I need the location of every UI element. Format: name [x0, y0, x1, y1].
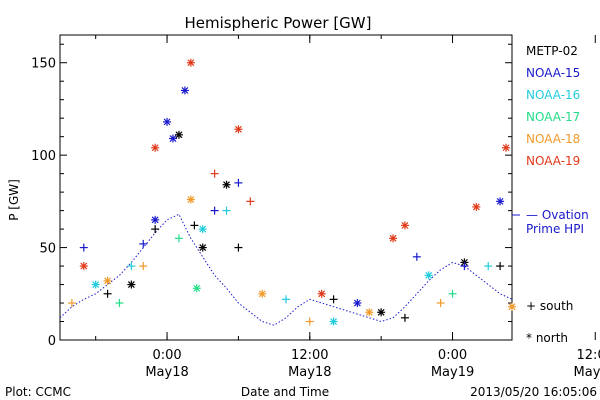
- south-point-noaa-18: [67, 299, 76, 308]
- north-point-noaa-19: [317, 289, 326, 298]
- x-tick-label-date: May19: [574, 365, 600, 380]
- south-point-noaa-17: [448, 289, 457, 298]
- north-point-noaa-16: [198, 225, 207, 234]
- south-point-noaa-17: [174, 234, 183, 243]
- x-tick-labels: 0:00May1812:00May180:00May1912:00May190:…: [145, 348, 600, 380]
- chart-title: Hemispheric Power [GW]: [185, 14, 372, 32]
- south-point-noaa-15: [234, 178, 243, 187]
- north-point-noaa-18: [186, 195, 195, 204]
- north-point-metp-02: [198, 243, 207, 252]
- north-point-noaa-19: [186, 58, 195, 67]
- north-point-noaa-18: [508, 302, 516, 311]
- south-point-noaa-18: [139, 262, 148, 271]
- north-point-metp-02: [127, 280, 136, 289]
- legend-entry-noaa-15: NOAA-15: [526, 66, 580, 80]
- north-marker-legend: * north: [526, 331, 568, 345]
- ovation-series-line: [59, 213, 513, 326]
- south-point-metp-02: [103, 289, 112, 298]
- x-tick-label-date: May19: [431, 365, 474, 380]
- legend-entry-noaa-17: NOAA-17: [526, 110, 580, 124]
- north-point-noaa-15: [169, 134, 177, 143]
- x-axis-label: Date and Time: [241, 385, 329, 399]
- axis-ticks: [60, 35, 596, 341]
- south-point-noaa-15: [79, 243, 88, 252]
- south-point-metp-02: [329, 295, 338, 304]
- x-tick-label-date: May18: [145, 365, 188, 380]
- legend-entry-noaa-19: NOAA-19: [526, 154, 580, 168]
- north-point-noaa-18: [258, 289, 267, 298]
- south-point-noaa-17: [115, 299, 124, 308]
- north-point-noaa-18: [365, 308, 374, 317]
- y-tick-label: 100: [31, 149, 56, 164]
- y-tick-label: 50: [39, 242, 56, 257]
- legend: METP-02 NOAA-15 NOAA-16 NOAA-17 NOAA-18 NOAA-…: [526, 44, 580, 168]
- legend-entry-noaa-18: NOAA-18: [526, 132, 580, 146]
- south-point-noaa-15: [210, 206, 219, 215]
- north-point-noaa-17: [192, 284, 201, 293]
- north-point-noaa-15: [496, 197, 505, 206]
- south-point-noaa-16: [127, 262, 136, 271]
- y-tick-labels: 0 50 100 150: [31, 57, 56, 349]
- north-point-metp-02: [377, 308, 386, 317]
- north-point-noaa-19: [472, 202, 481, 211]
- north-point-noaa-16: [424, 271, 433, 280]
- south-marker-legend: + south: [526, 299, 573, 313]
- south-point-noaa-16: [484, 262, 493, 271]
- north-point-noaa-18: [103, 276, 112, 285]
- north-point-noaa-19: [79, 262, 88, 271]
- south-point-metp-02: [151, 225, 160, 234]
- data-points: [67, 58, 516, 326]
- south-point-metp-02: [190, 221, 199, 230]
- north-point-noaa-19: [234, 125, 243, 134]
- south-point-noaa-15: [412, 252, 421, 261]
- south-point-noaa-19: [210, 169, 219, 178]
- north-point-metp-02: [174, 130, 183, 139]
- north-point-noaa-16: [91, 280, 100, 289]
- north-point-noaa-15: [151, 215, 160, 224]
- y-axis-label: P [GW]: [7, 179, 21, 221]
- north-point-noaa-19: [400, 221, 409, 230]
- ovation-prime-hpi-line: [59, 213, 513, 326]
- south-point-noaa-16: [222, 206, 231, 215]
- plot-frame: [59, 34, 513, 341]
- x-tick-label-time: 0:00: [438, 348, 467, 363]
- south-point-noaa-16: [282, 295, 290, 304]
- north-point-noaa-15: [180, 86, 189, 95]
- south-point-metp-02: [496, 262, 505, 271]
- north-point-noaa-16: [329, 317, 338, 326]
- north-point-noaa-19: [151, 143, 160, 152]
- legend-entry-noaa-16: NOAA-16: [526, 88, 580, 102]
- x-tick-label-date: May18: [288, 365, 331, 380]
- footer-left-label: Plot: CCMC: [5, 385, 71, 399]
- y-tick-label: 0: [48, 334, 56, 349]
- south-point-noaa-18: [436, 299, 445, 308]
- x-tick-label-time: 0:00: [152, 348, 181, 363]
- south-point-metp-02: [400, 313, 409, 322]
- y-tick-label: 150: [31, 57, 56, 72]
- north-point-metp-02: [222, 180, 231, 189]
- north-point-noaa-15: [163, 117, 172, 126]
- legend-entry-metp-02: METP-02: [526, 44, 578, 58]
- south-point-noaa-15: [139, 239, 148, 248]
- x-tick-label-time: 12:00: [577, 348, 600, 363]
- north-point-noaa-19: [389, 234, 398, 243]
- ovation-legend-line2: Prime HPI: [526, 222, 584, 236]
- south-point-metp-02: [234, 243, 243, 252]
- x-tick-label-time: 12:00: [291, 348, 328, 363]
- north-point-noaa-19: [502, 143, 511, 152]
- south-point-noaa-15: [460, 262, 469, 271]
- south-point-noaa-18: [305, 317, 314, 326]
- north-point-noaa-15: [353, 299, 362, 308]
- footer-timestamp: 2013/05/20 16:05:06: [470, 385, 597, 399]
- south-point-noaa-19: [246, 197, 255, 206]
- ovation-legend-line1: — Ovation: [526, 208, 589, 222]
